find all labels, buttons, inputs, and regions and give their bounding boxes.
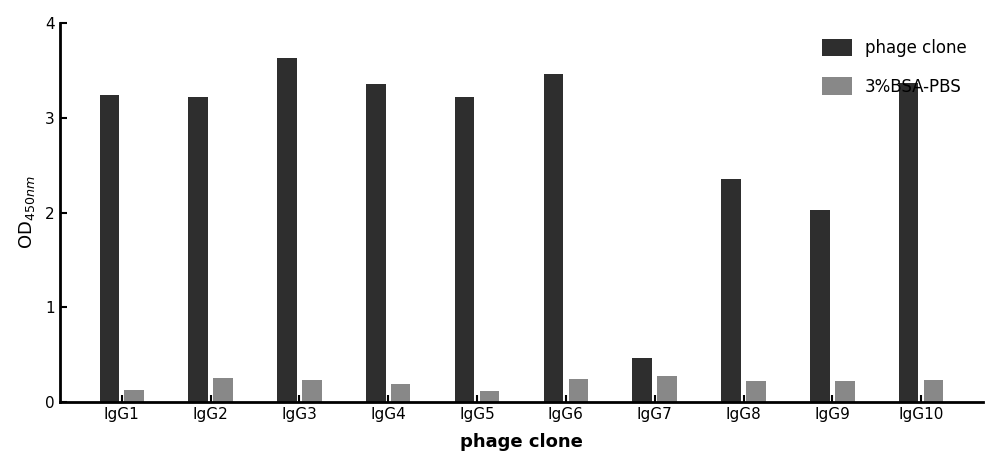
Bar	[366, 84, 386, 402]
Y-axis label: OD$_{450nm}$: OD$_{450nm}$	[17, 176, 37, 249]
Bar	[188, 97, 208, 402]
Bar	[391, 384, 410, 402]
Bar	[100, 95, 119, 402]
Bar	[810, 210, 830, 402]
Bar	[213, 378, 233, 402]
Bar	[569, 379, 588, 402]
Bar	[657, 376, 677, 402]
Bar	[480, 391, 499, 402]
Bar	[924, 380, 943, 402]
Bar	[899, 83, 918, 402]
Bar	[277, 58, 297, 402]
Bar	[632, 358, 652, 402]
Bar	[835, 381, 855, 402]
Bar	[455, 97, 474, 402]
Bar	[721, 179, 741, 402]
Bar	[302, 380, 322, 402]
Bar	[124, 390, 144, 402]
X-axis label: phage clone: phage clone	[460, 433, 583, 451]
Legend: phage clone, 3%BSA-PBS: phage clone, 3%BSA-PBS	[813, 31, 975, 104]
Bar	[544, 74, 563, 402]
Bar	[746, 381, 766, 402]
